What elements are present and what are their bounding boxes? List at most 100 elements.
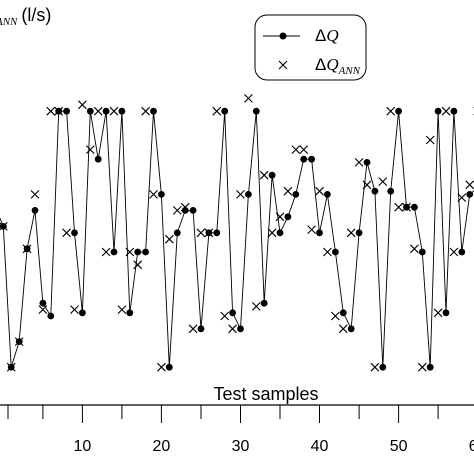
data-point-delta-q: [284, 213, 292, 221]
data-point-delta-q: [71, 229, 78, 237]
data-point-delta-q: [165, 363, 173, 371]
data-point-delta-q: [118, 107, 126, 115]
data-point-delta-q-ann: [291, 145, 301, 154]
data-point-delta-q-ann: [109, 106, 119, 116]
data-point-delta-q: [142, 248, 150, 256]
data-point-delta-q: [213, 229, 221, 237]
data-point-delta-q: [94, 155, 102, 163]
data-point-delta-q-ann: [30, 190, 40, 199]
data-point-delta-q-ann: [386, 106, 396, 116]
data-point-delta-q-ann: [338, 324, 348, 334]
data-point-delta-q-ann: [283, 186, 293, 196]
data-point-delta-q: [237, 325, 244, 333]
data-point-delta-q-ann: [449, 247, 459, 257]
data-point-delta-q: [316, 229, 323, 237]
data-point-delta-q-ann: [180, 202, 190, 212]
data-point-delta-q-ann: [457, 193, 467, 202]
data-point-delta-q-ann: [38, 305, 48, 314]
data-point-delta-q-ann: [417, 362, 427, 372]
data-point-delta-q: [308, 155, 315, 163]
data-point-delta-q: [347, 325, 355, 333]
data-point-delta-q-ann: [251, 302, 261, 311]
data-point-delta-q: [387, 187, 395, 195]
data-point-delta-q: [339, 309, 347, 317]
data-point-delta-q-ann: [433, 308, 443, 318]
x-tick-label: 20: [153, 438, 171, 455]
data-point-delta-q: [355, 229, 363, 237]
data-point-delta-q-ann: [212, 106, 222, 116]
data-point-delta-q-ann: [204, 228, 214, 238]
data-point-delta-q: [371, 187, 379, 195]
data-point-delta-q: [189, 207, 197, 214]
data-point-delta-q-ann: [14, 337, 24, 346]
data-point-delta-q-ann: [236, 190, 245, 199]
x-axis-title: Test samples: [213, 384, 318, 404]
data-point-delta-q: [126, 309, 134, 317]
data-point-delta-q-ann: [330, 311, 340, 321]
data-point-delta-q: [221, 107, 229, 115]
data-point-delta-q: [197, 325, 205, 333]
data-point-delta-q: [47, 312, 55, 320]
data-point-delta-q-ann: [196, 228, 206, 238]
data-point-delta-q: [229, 309, 237, 317]
legend-item-delta-q: ΔQ: [263, 26, 339, 45]
y-axis-subscript: ANN: [0, 16, 18, 28]
data-point-delta-q: [292, 191, 300, 198]
data-point-delta-q-ann: [164, 234, 174, 244]
data-point-delta-q-ann: [22, 244, 32, 254]
data-point-delta-q-ann: [228, 324, 237, 334]
data-point-delta-q: [276, 229, 284, 237]
data-point-delta-q-ann: [62, 228, 71, 238]
data-point-delta-q-ann: [46, 106, 56, 116]
data-point-delta-q: [450, 107, 458, 115]
data-point-delta-q: [395, 107, 402, 115]
data-point-delta-q: [102, 107, 110, 115]
x-tick-label: 10: [74, 438, 92, 455]
series-line-delta-q: [0, 110, 474, 368]
data-point-delta-q-ann: [85, 145, 95, 154]
data-point-delta-q-ann: [117, 305, 127, 314]
data-point-delta-q-ann: [354, 158, 364, 167]
data-point-delta-q-ann: [425, 135, 435, 145]
data-point-delta-q-ann: [133, 260, 143, 270]
legend: ΔQ ΔQANN: [254, 14, 367, 81]
data-point-delta-q-ann: [307, 225, 317, 234]
data-point-delta-q: [434, 107, 442, 115]
data-point-delta-q: [86, 107, 94, 115]
data-point-delta-q-ann: [157, 362, 166, 372]
data-point-delta-q-ann: [188, 324, 198, 334]
data-point-delta-q-ann: [141, 106, 151, 116]
x-axis: 10 20 30 40 50 60: [0, 404, 474, 455]
data-point-delta-q: [63, 107, 70, 115]
data-point-delta-q: [411, 203, 418, 211]
data-point-delta-q: [466, 191, 474, 198]
legend-x-marker: [278, 60, 288, 70]
svg-text:ΔQANN: ΔQANN: [315, 55, 361, 77]
y-axis-unit: (l/s): [21, 5, 51, 25]
data-point-delta-q-ann: [172, 206, 182, 215]
data-point-delta-q: [173, 229, 181, 237]
data-point-delta-q: [181, 207, 189, 214]
data-point-delta-q: [110, 248, 118, 256]
data-point-delta-q-ann: [93, 106, 103, 116]
data-point-delta-q-ann: [101, 247, 111, 257]
data-point-delta-q-ann: [362, 180, 372, 190]
data-point-delta-q-ann: [78, 100, 87, 110]
data-point-delta-q-ann: [323, 247, 332, 257]
data-point-delta-q: [442, 309, 450, 317]
svg-text:ΔQ: ΔQ: [315, 26, 339, 45]
data-point-delta-q-ann: [220, 311, 230, 321]
data-point-delta-q: [332, 248, 339, 256]
data-point-delta-q-ann: [465, 180, 474, 190]
data-point-delta-q-ann: [275, 212, 285, 222]
data-point-delta-q-ann: [244, 94, 253, 103]
data-point-delta-q-ann: [402, 202, 411, 212]
data-point-delta-q: [458, 248, 466, 256]
data-point-delta-q: [252, 107, 260, 115]
data-point-delta-q: [31, 207, 39, 214]
x-tick-label: 40: [311, 438, 329, 455]
data-point-delta-q-ann: [6, 362, 16, 372]
legend-label-dq: Q: [326, 26, 338, 45]
data-point-delta-q: [79, 309, 86, 317]
